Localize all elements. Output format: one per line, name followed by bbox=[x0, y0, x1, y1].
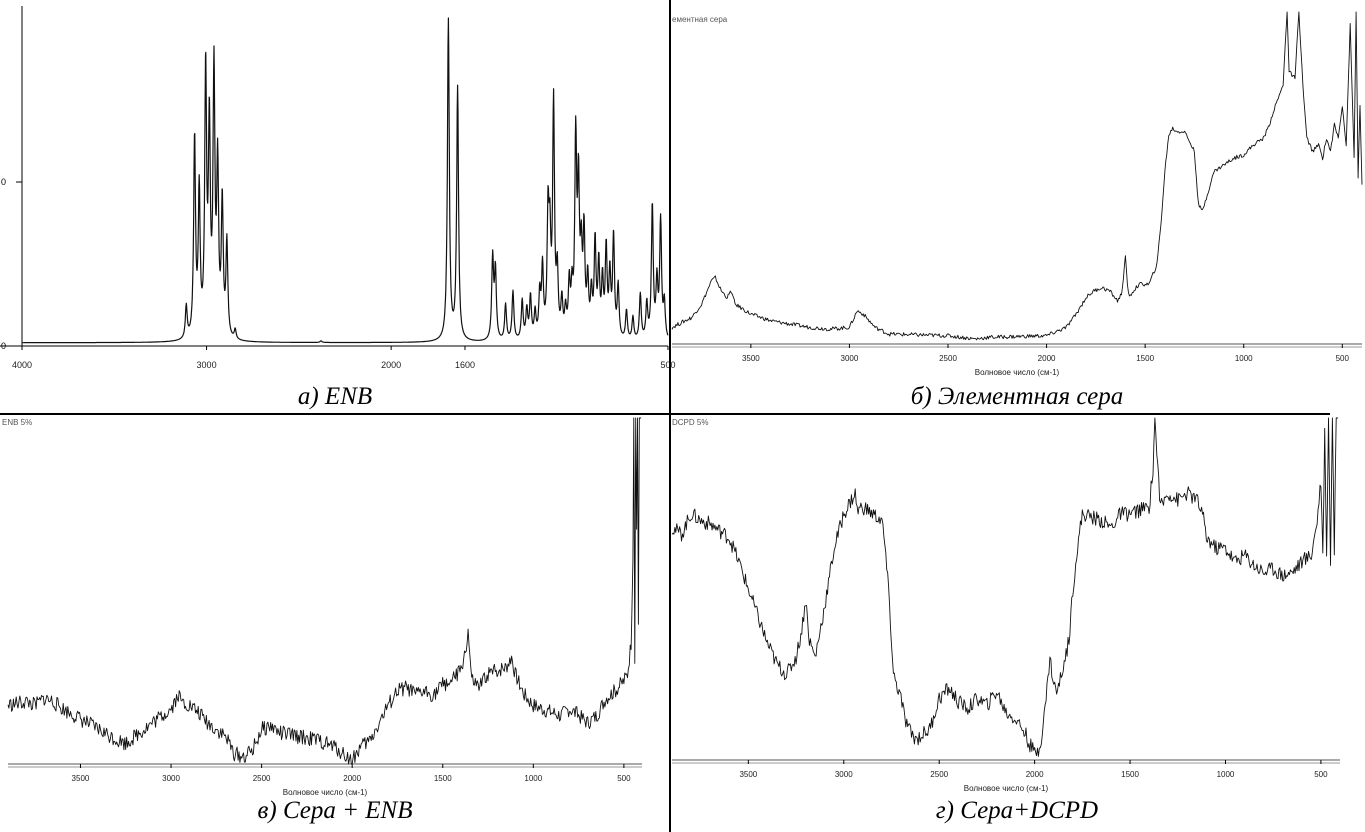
vertical-divider bbox=[669, 0, 671, 832]
x-tick-label: 3000 bbox=[835, 770, 853, 779]
panel-c-sulfur-enb-spectrum: 3500 3000 2500 2000 1500 1000 500 Волновое числ… bbox=[7, 417, 642, 797]
spectrum-line bbox=[21, 17, 669, 344]
panel-b-sulfur-spectrum: 3500 3000 2500 2000 1500 1000 500 Волновое числ… bbox=[671, 11, 1363, 377]
x-tick-label: 3000 bbox=[162, 774, 180, 783]
x-tick-label: 2500 bbox=[939, 354, 957, 363]
x-tick-label: 1500 bbox=[434, 774, 452, 783]
x-tick-label: 2000 bbox=[381, 360, 401, 370]
x-tick-label: 500 bbox=[1336, 354, 1350, 363]
x-axis-label: Волновое число (см-1) bbox=[964, 784, 1049, 793]
x-tick-label: 1500 bbox=[1121, 770, 1139, 779]
spectrum-line bbox=[671, 417, 1339, 757]
caption-d: г) Сера+DCPD bbox=[935, 797, 1099, 824]
x-tick-label: 3500 bbox=[742, 354, 760, 363]
caption-a: а) ENB bbox=[297, 383, 373, 410]
y-tick-label: 0 bbox=[1, 177, 6, 187]
x-tick-label: 2000 bbox=[1038, 354, 1056, 363]
x-tick-label: 2500 bbox=[930, 770, 948, 779]
panel-c-title: ENB 5% bbox=[2, 418, 33, 427]
x-tick-label: 500 bbox=[617, 774, 631, 783]
spectrum-line bbox=[671, 11, 1363, 341]
panel-d-sulfur-dcpd-spectrum: 3500 3000 2500 2000 1500 1000 500 Волновое числ… bbox=[671, 417, 1340, 793]
caption-b: б) Элементная сера bbox=[910, 383, 1124, 410]
x-tick-label: 1000 bbox=[1217, 770, 1235, 779]
x-tick-label: 2500 bbox=[253, 774, 271, 783]
x-tick-label: 3000 bbox=[841, 354, 859, 363]
x-axis-label: Волновое число (см-1) bbox=[975, 368, 1060, 377]
x-tick-label: 500 bbox=[660, 360, 675, 370]
x-tick-label: 3500 bbox=[739, 770, 757, 779]
x-tick-label: 500 bbox=[1314, 770, 1328, 779]
y-tick-label: 0 bbox=[1, 341, 6, 351]
panel-a-enb-spectrum: 0 0 4000 3000 2000 1600 500 bbox=[0, 6, 676, 370]
x-tick-label: 1000 bbox=[1235, 354, 1253, 363]
x-tick-label: 2000 bbox=[343, 774, 361, 783]
x-axis-label: Волновое число (см-1) bbox=[283, 788, 368, 797]
x-tick-label: 3000 bbox=[197, 360, 217, 370]
x-tick-label: 4000 bbox=[12, 360, 32, 370]
x-tick-label: 1600 bbox=[455, 360, 475, 370]
x-tick-label: 1500 bbox=[1136, 354, 1154, 363]
x-tick-label: 2000 bbox=[1026, 770, 1044, 779]
caption-c: в) Сера + ENB bbox=[257, 797, 413, 824]
panel-d-title: DCPD 5% bbox=[672, 418, 709, 427]
horizontal-divider bbox=[0, 413, 1330, 415]
spectrum-line bbox=[7, 417, 642, 765]
panel-b-title: ементная сера bbox=[672, 15, 728, 24]
x-tick-label: 1000 bbox=[524, 774, 542, 783]
x-tick-label: 3500 bbox=[72, 774, 90, 783]
